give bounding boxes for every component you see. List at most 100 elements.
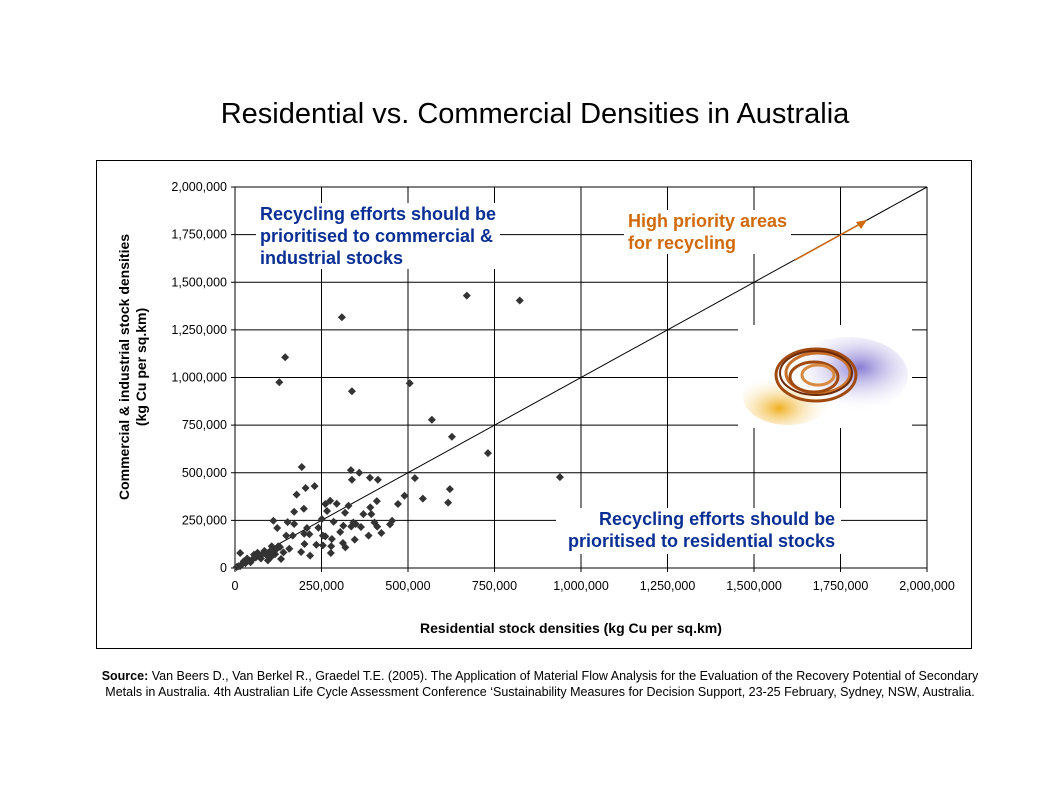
x-tick-label: 1,000,000 (553, 579, 609, 593)
data-point (356, 523, 365, 532)
annotation-line: prioritised to residential stocks (568, 531, 836, 551)
data-point (292, 490, 301, 499)
data-point (275, 378, 284, 387)
annotation-line: High priority areas (628, 211, 788, 231)
data-point (302, 523, 311, 532)
data-point (444, 498, 453, 507)
x-tick-label: 250,000 (299, 579, 344, 593)
x-tick-label: 500,000 (385, 579, 430, 593)
data-point (336, 527, 345, 536)
data-point (290, 507, 299, 516)
y-tick-label: 250,000 (182, 513, 227, 527)
y-tick-label: 1,250,000 (171, 323, 227, 337)
arrow-head-icon (856, 220, 867, 229)
data-point (327, 535, 336, 544)
copper-coil-image (738, 325, 912, 428)
y-tick-label: 0 (220, 561, 227, 575)
x-tick-label: 0 (232, 579, 239, 593)
annotation-commercial: Recycling efforts should be prioritised … (256, 203, 501, 269)
data-point (367, 510, 376, 519)
x-tick-label: 2,000,000 (899, 579, 955, 593)
data-point (300, 539, 309, 548)
data-point (515, 296, 524, 305)
data-point (483, 449, 492, 458)
x-axis-label: Residential stock densities (kg Cu per s… (420, 620, 722, 636)
source-text: Van Beers D., Van Berkel R., Graedel T.E… (105, 669, 979, 699)
data-point (305, 530, 314, 539)
y-axis-label-line: (kg Cu per sq.km) (133, 307, 149, 427)
y-axis-label: Commercial & industrial stock densities … (116, 207, 150, 527)
data-point (283, 518, 292, 527)
data-point (253, 548, 262, 557)
data-point (236, 562, 245, 571)
source-label: Source: (101, 669, 149, 683)
x-tick-label: 750,000 (472, 579, 517, 593)
data-point (410, 474, 419, 483)
annotation-high-priority: High priority areas for recycling (624, 210, 792, 254)
data-point (447, 432, 456, 441)
data-point (427, 415, 436, 424)
x-tick-label: 1,500,000 (726, 579, 782, 593)
data-point (405, 379, 414, 388)
annotation-line: Recycling efforts should be (260, 204, 497, 224)
chart-title: Residential vs. Commercial Densities in … (220, 98, 850, 130)
data-point (344, 501, 353, 510)
data-point (312, 540, 321, 549)
annotation-line: prioritised to commercial & (260, 226, 494, 246)
data-point (373, 475, 382, 484)
data-point (326, 548, 335, 557)
data-point (388, 516, 397, 525)
x-tick-label: 1,250,000 (640, 579, 696, 593)
data-point (314, 523, 323, 532)
data-point (321, 499, 330, 508)
data-point (318, 541, 327, 550)
annotation-line: industrial stocks (260, 248, 404, 268)
data-point (321, 532, 330, 541)
data-point (277, 555, 286, 564)
data-point (239, 557, 248, 566)
data-point (323, 507, 332, 516)
source-citation: Source: Van Beers D., Van Berkel R., Gra… (90, 668, 990, 700)
data-point (462, 291, 471, 300)
data-point (326, 496, 335, 505)
data-point (377, 528, 386, 537)
data-point (337, 313, 346, 322)
data-point (365, 473, 374, 482)
data-point (285, 544, 294, 553)
data-point (301, 483, 310, 492)
data-point (288, 531, 297, 540)
y-tick-label: 750,000 (182, 418, 227, 432)
data-point (300, 529, 309, 538)
priority-arrow (794, 222, 863, 261)
x-tick-label: 1,750,000 (813, 579, 869, 593)
data-point (355, 468, 364, 477)
data-point (260, 546, 269, 555)
y-tick-label: 1,750,000 (171, 228, 227, 242)
annotation-line: for recycling (628, 233, 737, 253)
data-point (256, 554, 265, 563)
data-point (275, 543, 284, 552)
y-tick-label: 500,000 (182, 466, 227, 480)
data-point (273, 523, 282, 532)
data-point (263, 556, 272, 565)
data-point (279, 548, 288, 557)
data-point (297, 547, 306, 556)
data-point (346, 466, 355, 475)
data-point (393, 499, 402, 508)
data-point (290, 519, 299, 528)
y-tick-label: 1,500,000 (171, 275, 227, 289)
chart-frame (96, 160, 972, 649)
data-point (341, 508, 350, 517)
data-point (359, 510, 368, 519)
data-point (297, 463, 306, 472)
data-point (351, 519, 360, 528)
data-point (269, 516, 278, 525)
data-point (339, 521, 348, 530)
data-point (372, 497, 381, 506)
data-point (364, 531, 373, 540)
data-point (347, 387, 356, 396)
data-point (282, 531, 291, 540)
data-point (306, 551, 315, 560)
